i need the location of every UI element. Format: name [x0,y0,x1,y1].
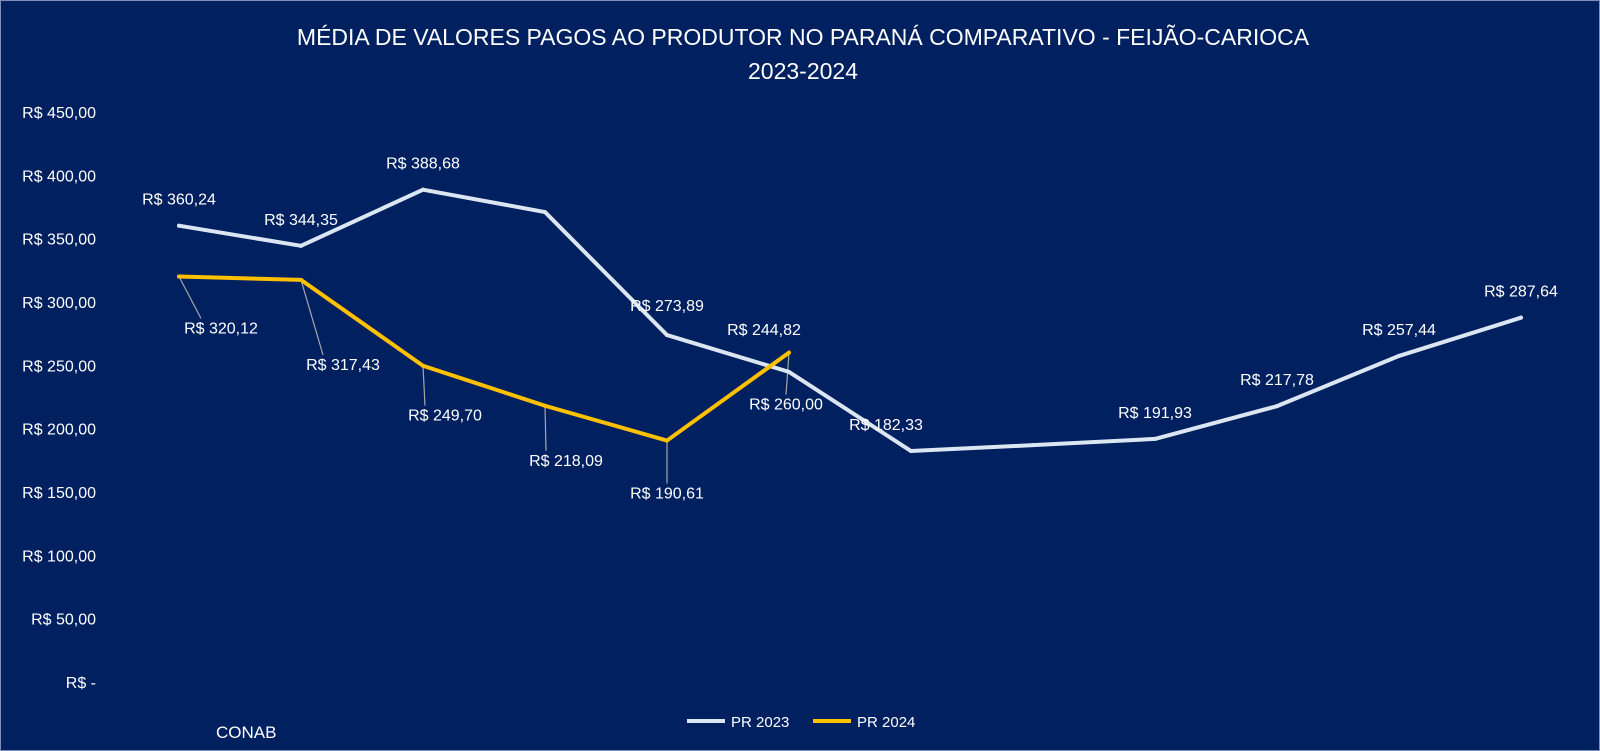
data-point [421,363,425,368]
data-label: R$ 257,44 [1362,322,1436,339]
data-point [1397,353,1401,358]
data-label: R$ 320,12 [184,321,258,338]
data-point [177,274,181,279]
y-tick-label: R$ - [66,675,96,692]
label-leader-lines [178,276,790,484]
label-leader-line [785,352,790,395]
legend-label: PR 2024 [857,714,915,731]
y-tick-label: R$ 150,00 [22,485,96,502]
data-labels: R$ 360,24 R$ 344,35 R$ 388,68 R$ 273,89 R$ 2… [142,156,1558,503]
source-label: CONAB [216,723,276,742]
series-lines [177,187,1523,454]
data-label: R$ 260,00 [749,397,823,414]
data-label: R$ 182,33 [849,417,923,434]
legend: PR 2023 PR 2024 [687,714,915,731]
y-tick-label: R$ 350,00 [22,232,96,249]
y-tick-label: R$ 200,00 [22,422,96,439]
y-tick-label: R$ 50,00 [31,612,96,629]
y-tick-label: R$ 100,00 [22,548,96,565]
data-label: R$ 190,61 [630,486,704,503]
data-point [909,449,913,454]
series-line-pr-2023 [177,187,1523,454]
series-line-pr-2024 [177,274,791,443]
data-point [421,187,425,192]
data-label: R$ 191,93 [1118,405,1192,422]
label-leader-line [300,279,324,356]
data-point [665,333,669,338]
data-point [1275,404,1279,409]
data-label: R$ 249,70 [408,408,482,425]
label-leader-line [422,365,426,406]
data-point [1031,443,1035,448]
data-point [665,438,669,443]
data-point [543,403,547,408]
label-leader-line [544,405,547,451]
data-point [1153,436,1157,441]
data-label: R$ 317,43 [306,357,380,374]
y-tick-label: R$ 450,00 [22,105,96,122]
data-point [299,243,303,248]
data-point [787,350,791,355]
data-label: R$ 287,64 [1484,284,1558,301]
data-point [177,223,181,228]
y-tick-label: R$ 400,00 [22,168,96,185]
chart-title: MÉDIA DE VALORES PAGOS AO PRODUTOR NO PA… [297,24,1310,50]
data-point [787,369,791,374]
data-label: R$ 360,24 [142,192,216,209]
y-axis: R$ - R$ 50,00 R$ 100,00 R$ 150,00 R$ 200,00 R… [22,105,96,692]
data-label: R$ 218,09 [529,453,603,470]
label-leader-line [178,276,202,319]
data-label: R$ 273,89 [630,298,704,315]
legend-label: PR 2023 [731,714,789,731]
data-point [543,210,547,215]
data-label: R$ 244,82 [727,322,801,339]
y-tick-label: R$ 300,00 [22,295,96,312]
chart-subtitle: 2023-2024 [748,58,858,84]
data-label: R$ 217,78 [1240,372,1314,389]
data-label: R$ 388,68 [386,156,460,173]
data-label: R$ 344,35 [264,212,338,229]
data-point [1519,315,1523,320]
y-tick-label: R$ 250,00 [22,358,96,375]
data-point [299,277,303,282]
